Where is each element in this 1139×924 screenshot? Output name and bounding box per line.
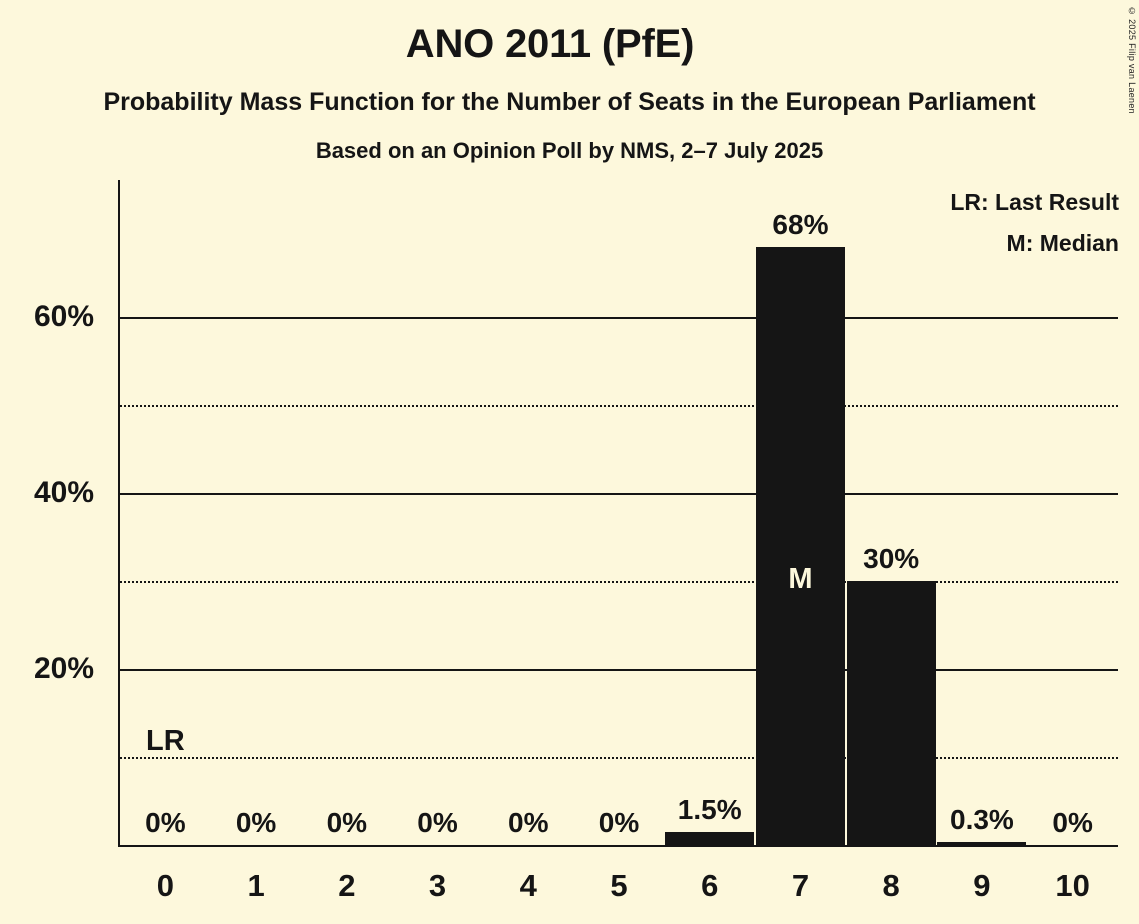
bar-value-label-2: 0% (326, 807, 368, 838)
legend-item-last-result: LR: Last Result (950, 189, 1119, 215)
x-axis-label-0: 0 (156, 868, 174, 903)
copyright-notice: © 2025 Filip van Laenen (1127, 6, 1137, 114)
bar-value-label-10: 0% (1052, 807, 1093, 838)
x-axis-label-1: 1 (247, 868, 265, 903)
x-axis-label-8: 8 (882, 868, 900, 903)
x-axis-label-7: 7 (791, 868, 810, 903)
x-axis-label-9: 9 (973, 868, 991, 903)
bar-value-label-5: 0% (598, 807, 640, 838)
y-axis-label-40pct: 40% (33, 476, 94, 509)
bar-seat-7 (755, 246, 845, 845)
gridline-20pct (120, 669, 1118, 671)
gridline-40pct (120, 493, 1118, 495)
gridline-10pct (120, 757, 1118, 759)
y-axis-label-20pct: 20% (33, 652, 94, 685)
bar-value-label-3: 0% (417, 807, 458, 838)
x-axis-label-2: 2 (338, 868, 356, 903)
legend-item-median: M: Median (1006, 230, 1119, 256)
chart-source-note: Based on an Opinion Poll by NMS, 2–7 Jul… (315, 138, 824, 163)
y-axis-label-60pct: 60% (33, 300, 94, 333)
bar-seat-6 (665, 831, 755, 845)
bar-value-label-4: 0% (508, 807, 549, 838)
x-axis-label-6: 6 (701, 868, 719, 903)
bar-seat-8 (846, 581, 936, 845)
annotation-m: M (788, 563, 813, 595)
bar-value-label-6: 1.5% (677, 793, 742, 825)
chart-subtitle: Probability Mass Function for the Number… (103, 88, 1036, 116)
x-axis-label-3: 3 (428, 868, 447, 903)
gridline-50pct (120, 405, 1118, 407)
x-axis-label-4: 4 (519, 868, 537, 903)
bar-value-label-1: 0% (235, 807, 277, 838)
y-axis-line (118, 180, 120, 847)
gridline-30pct (120, 581, 1118, 583)
chart-legend: LR: Last Result M: Median (950, 182, 1119, 264)
plot-area: 0% 0% 0% 0% 0% 0% 1.5% 68% 30% 0.3% 0% LR M (120, 180, 1118, 845)
bar-value-label-7: 68% (772, 208, 829, 240)
bar-seat-9 (937, 842, 1027, 845)
gridline-60pct (120, 317, 1118, 319)
page-title: ANO 2011 (PfE) (405, 22, 695, 66)
x-axis-line (118, 845, 1118, 847)
bar-value-label-0: 0% (145, 807, 186, 838)
bar-value-label-9: 0.3% (949, 804, 1014, 836)
bar-value-label-8: 30% (863, 543, 920, 574)
annotation-lr: LR (146, 725, 185, 757)
x-axis-label-5: 5 (610, 868, 628, 903)
x-axis-label-10: 10 (1055, 868, 1090, 903)
